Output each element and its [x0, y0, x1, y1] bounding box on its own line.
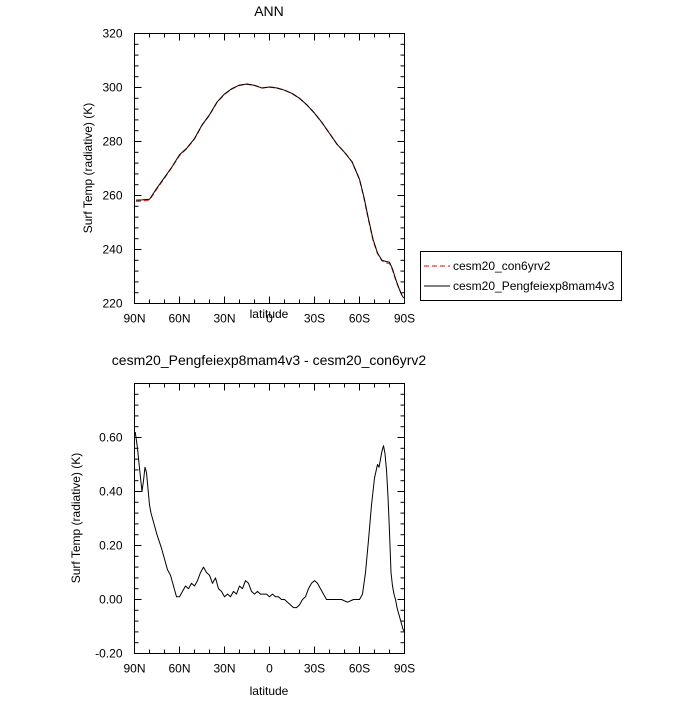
x-tick-label: 0: [266, 662, 273, 676]
y-tick-label: 0.00: [99, 593, 123, 607]
series-line-cesm20_Pengfeiexp8mam4v3: [135, 83, 405, 299]
x-tick-label: 30S: [304, 662, 325, 676]
legend-box: [420, 251, 622, 301]
y-axis-ticks: 220 240 260 280 300 320: [102, 27, 405, 311]
x-tick-label: 90N: [123, 312, 145, 326]
x-tick-label: 90S: [394, 662, 415, 676]
legend-label-pengfeiexp8mam4v3: cesm20_Pengfeiexp8mam4v3: [453, 279, 615, 293]
y-tick-label: -0.20: [95, 647, 123, 661]
x-tick-label: 90N: [123, 662, 145, 676]
y-axis-label: Surf Temp (radiative) (K): [69, 453, 83, 583]
y-axis-ticks: -0.20 0.00 0.20 0.40 0.60: [95, 393, 405, 661]
y-tick-label: 0.60: [99, 431, 123, 445]
x-tick-label: 30N: [213, 312, 235, 326]
panel-annual-mean: ANN 90N 60N 30N 0 30S 60S 90S 220 240 260 280 300 3…: [81, 3, 415, 326]
x-axis-ticks: 90N 60N 30N 0 30S 60S 90S: [123, 383, 415, 676]
series-line-cesm20_con6yrv2: [135, 83, 405, 298]
chart-title: ANN: [254, 3, 284, 19]
x-tick-label: 60N: [168, 662, 190, 676]
y-tick-label: 300: [102, 81, 122, 95]
y-tick-label: 260: [102, 189, 122, 203]
x-tick-label: 60S: [349, 662, 370, 676]
x-tick-label: 60N: [168, 312, 190, 326]
series-group: [135, 83, 405, 299]
y-axis-label: Surf Temp (radiative) (K): [81, 103, 95, 233]
plot-frame: [134, 33, 405, 304]
series-line-series-0: [134, 432, 405, 633]
y-tick-label: 0.40: [99, 485, 123, 499]
chart-title: cesm20_Pengfeiexp8mam4v3 - cesm20_con6yr…: [112, 352, 427, 368]
x-tick-label: 60S: [349, 312, 370, 326]
x-axis-ticks: 90N 60N 30N 0 30S 60S 90S: [123, 33, 415, 326]
series-group: [134, 432, 405, 633]
x-tick-label: 0: [266, 312, 273, 326]
y-tick-label: 0.20: [99, 539, 123, 553]
y-tick-label: 280: [102, 135, 122, 149]
legend-label-con6yrv2: cesm20_con6yrv2: [453, 259, 551, 273]
plot-frame: [134, 383, 405, 654]
panel-difference: cesm20_Pengfeiexp8mam4v3 - cesm20_con6yr…: [69, 352, 426, 698]
y-tick-label: 320: [102, 27, 122, 41]
x-tick-label: 90S: [394, 312, 415, 326]
x-axis-label: latitude: [250, 684, 289, 698]
x-axis-label: latitude: [250, 307, 289, 321]
legend: cesm20_con6yrv2 cesm20_Pengfeiexp8mam4v3: [420, 251, 622, 301]
x-tick-label: 30N: [213, 662, 235, 676]
y-tick-label: 220: [102, 297, 122, 311]
x-tick-label: 30S: [304, 312, 325, 326]
y-tick-label: 240: [102, 243, 122, 257]
